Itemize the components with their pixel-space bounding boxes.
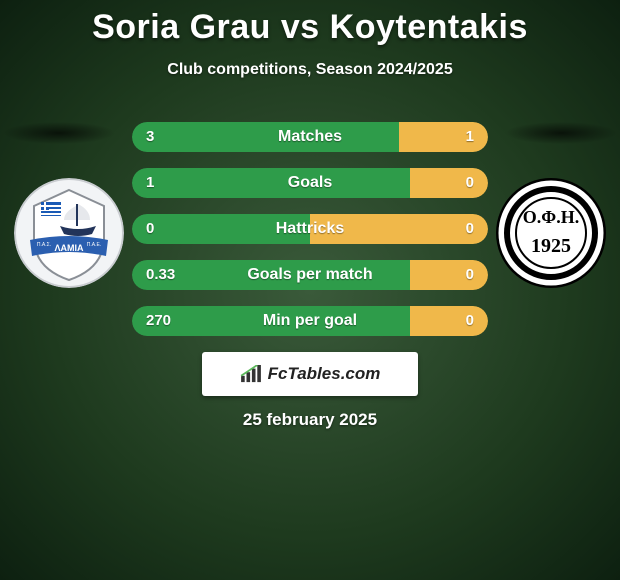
- page-subtitle: Club competitions, Season 2024/2025: [0, 61, 620, 79]
- page-title: Soria Grau vs Koytentakis: [0, 0, 620, 47]
- svg-text:Π.Α.Σ.: Π.Α.Σ.: [37, 242, 51, 248]
- player-shadow-right: [506, 122, 616, 144]
- svg-text:Π.Α.Ε.: Π.Α.Ε.: [87, 242, 101, 248]
- stat-label: Goals: [132, 168, 488, 198]
- badge-left-ribbon-text: ΛΑΜΙΑ: [55, 243, 85, 253]
- badge-right-top-text: Ο.Φ.Η.: [523, 207, 579, 227]
- club-badge-left: ΛΑΜΙΑ Π.Α.Σ. Π.Α.Ε.: [14, 178, 124, 288]
- player-shadow-left: [4, 122, 114, 144]
- stat-row: Matches3 1: [132, 122, 488, 152]
- stat-value-right: 0: [466, 214, 474, 244]
- stat-row: Min per goal270 0: [132, 306, 488, 336]
- stat-value-left: 0: [146, 214, 154, 244]
- stat-value-right: 0: [466, 260, 474, 290]
- stat-label: Matches: [132, 122, 488, 152]
- stat-row: Goals1 0: [132, 168, 488, 198]
- stat-value-right: 1: [466, 122, 474, 152]
- stat-value-right: 0: [466, 306, 474, 336]
- stat-label: Goals per match: [132, 260, 488, 290]
- club-badge-right: Ο.Φ.Η. 1925: [496, 178, 606, 288]
- badge-right-year-text: 1925: [531, 235, 571, 257]
- stat-value-right: 0: [466, 168, 474, 198]
- stat-row: Hattricks0 0: [132, 214, 488, 244]
- stat-value-left: 3: [146, 122, 154, 152]
- stat-value-left: 1: [146, 168, 154, 198]
- stat-label: Hattricks: [132, 214, 488, 244]
- stats-container: Matches31Goals10Hattricks00Goals per mat…: [132, 122, 488, 352]
- stat-value-left: 0.33: [146, 260, 175, 290]
- date-text: 25 february 2025: [0, 410, 620, 430]
- bars-icon: [240, 365, 262, 383]
- watermark-text: FcTables.com: [268, 364, 381, 384]
- watermark: FcTables.com: [202, 352, 418, 396]
- stat-label: Min per goal: [132, 306, 488, 336]
- stat-row: Goals per match0.33 0: [132, 260, 488, 290]
- stat-value-left: 270: [146, 306, 171, 336]
